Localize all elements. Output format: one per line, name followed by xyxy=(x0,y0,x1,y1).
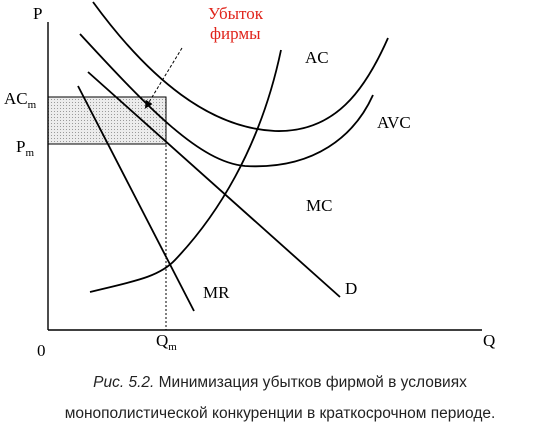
acm-label-sub: m xyxy=(28,99,37,111)
pm-label: Pm xyxy=(16,137,34,159)
pm-label-sub: m xyxy=(25,147,34,159)
ac-label: AC xyxy=(305,48,329,67)
loss-arrow xyxy=(144,47,183,109)
qm-label-base: Q xyxy=(156,331,168,350)
avc-label: AVC xyxy=(377,113,411,132)
qm-label: Qm xyxy=(156,331,177,353)
diagram: P Q 0 ACm Pm Qm Убыток фирмы AC AVC MC D… xyxy=(4,1,495,360)
mr-label: MR xyxy=(203,283,230,302)
avc-curve xyxy=(79,33,374,168)
ac-curve xyxy=(92,1,389,132)
pm-label-base: P xyxy=(16,137,25,156)
demand-curve xyxy=(87,71,341,298)
caption-line-2: монополистической конкуренции в краткоср… xyxy=(64,405,496,422)
acm-label-base: AC xyxy=(4,89,28,108)
caption-figure-ref: Рис. 5.2. xyxy=(93,374,155,391)
loss-annotation-line2: фирмы xyxy=(210,24,261,43)
caption-line-1-text: Минимизация убытков фирмой в условиях xyxy=(154,374,467,391)
origin-label: 0 xyxy=(37,341,46,360)
qm-label-sub: m xyxy=(168,341,177,353)
d-label: D xyxy=(345,279,357,298)
y-axis-label: P xyxy=(33,4,42,23)
x-axis-label: Q xyxy=(483,331,495,350)
mc-curve xyxy=(89,49,282,293)
mr-curve xyxy=(77,85,195,312)
caption-line-1: Рис. 5.2. Минимизация убытков фирмой в у… xyxy=(0,374,560,392)
mc-label: MC xyxy=(306,196,332,215)
loss-annotation-line1: Убыток xyxy=(208,4,264,23)
acm-label: ACm xyxy=(4,89,37,111)
